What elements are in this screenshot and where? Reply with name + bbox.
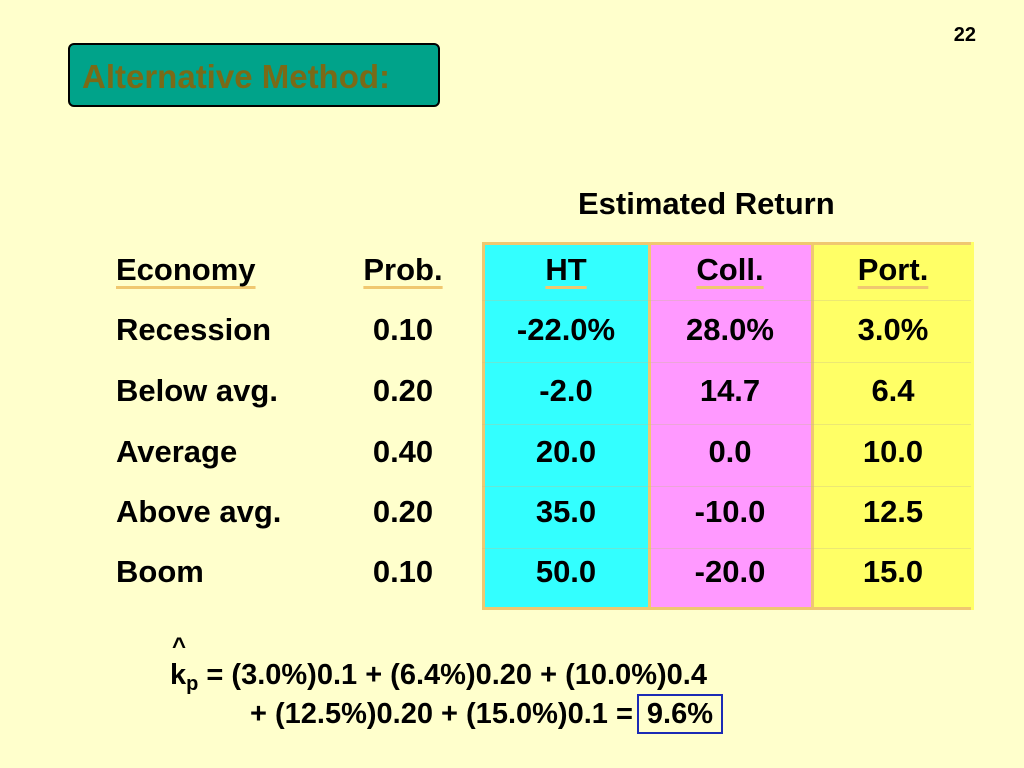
row-divider [482, 300, 971, 301]
prob-cell: 0.20 [372, 373, 434, 408]
ht-cell: 35.0 [535, 494, 597, 529]
formula-subscript: p [186, 673, 199, 695]
prob-cell: 0.20 [372, 494, 434, 529]
economy-cell: Average [116, 434, 238, 469]
coll-cell: 28.0% [686, 312, 774, 347]
hat-symbol: ^ [172, 633, 187, 660]
coll-cell: -10.0 [694, 494, 766, 529]
prob-cell: 0.10 [372, 312, 434, 347]
header-economy: Economy [116, 252, 256, 287]
prob-cell: 0.40 [372, 434, 434, 469]
coll-cell: 0.0 [708, 434, 752, 469]
slide-title: Alternative Method: [82, 58, 391, 95]
port-column-background [811, 242, 974, 610]
port-cell: 3.0% [857, 312, 929, 347]
formula-line-1: kp = (3.0%)0.1 + (6.4%)0.20 + (10.0%)0.4 [170, 658, 707, 701]
header-prob: Prob. [363, 252, 443, 287]
row-divider [482, 486, 971, 487]
formula-k: k [170, 659, 187, 691]
formula-line-2-text: + (12.5%)0.20 + (15.0%)0.1 = [250, 698, 633, 730]
formula-line-2: + (12.5%)0.20 + (15.0%)0.1 = 9.6% [250, 694, 723, 734]
port-cell: 12.5 [862, 494, 924, 529]
estimated-return-header: Estimated Return [578, 186, 835, 221]
formula-result: 9.6% [636, 694, 723, 734]
prob-cell: 0.10 [372, 554, 434, 589]
ht-cell: 20.0 [535, 434, 597, 469]
title-box: Alternative Method: [68, 43, 440, 107]
ht-cell: -2.0 [539, 373, 593, 408]
port-cell: 15.0 [862, 554, 924, 589]
row-divider [482, 424, 971, 425]
ht-column-background [482, 242, 651, 610]
coll-cell: -20.0 [694, 554, 766, 589]
formula-line-1-text: = (3.0%)0.1 + (6.4%)0.20 + (10.0%)0.4 [198, 659, 707, 691]
economy-cell: Boom [116, 554, 204, 589]
row-divider [482, 362, 971, 363]
coll-column-background [648, 242, 814, 610]
header-port: Port. [857, 252, 929, 287]
port-cell: 10.0 [862, 434, 924, 469]
ht-cell: -22.0% [516, 312, 616, 347]
economy-cell: Above avg. [116, 494, 282, 529]
coll-cell: 14.7 [699, 373, 761, 408]
table-frame [482, 242, 971, 610]
ht-cell: 50.0 [535, 554, 597, 589]
header-coll: Coll. [696, 252, 764, 287]
port-cell: 6.4 [871, 373, 915, 408]
page-number: 22 [953, 24, 976, 46]
economy-cell: Below avg. [116, 373, 278, 408]
header-ht: HT [545, 252, 587, 287]
row-divider [482, 548, 971, 549]
economy-cell: Recession [116, 312, 272, 347]
